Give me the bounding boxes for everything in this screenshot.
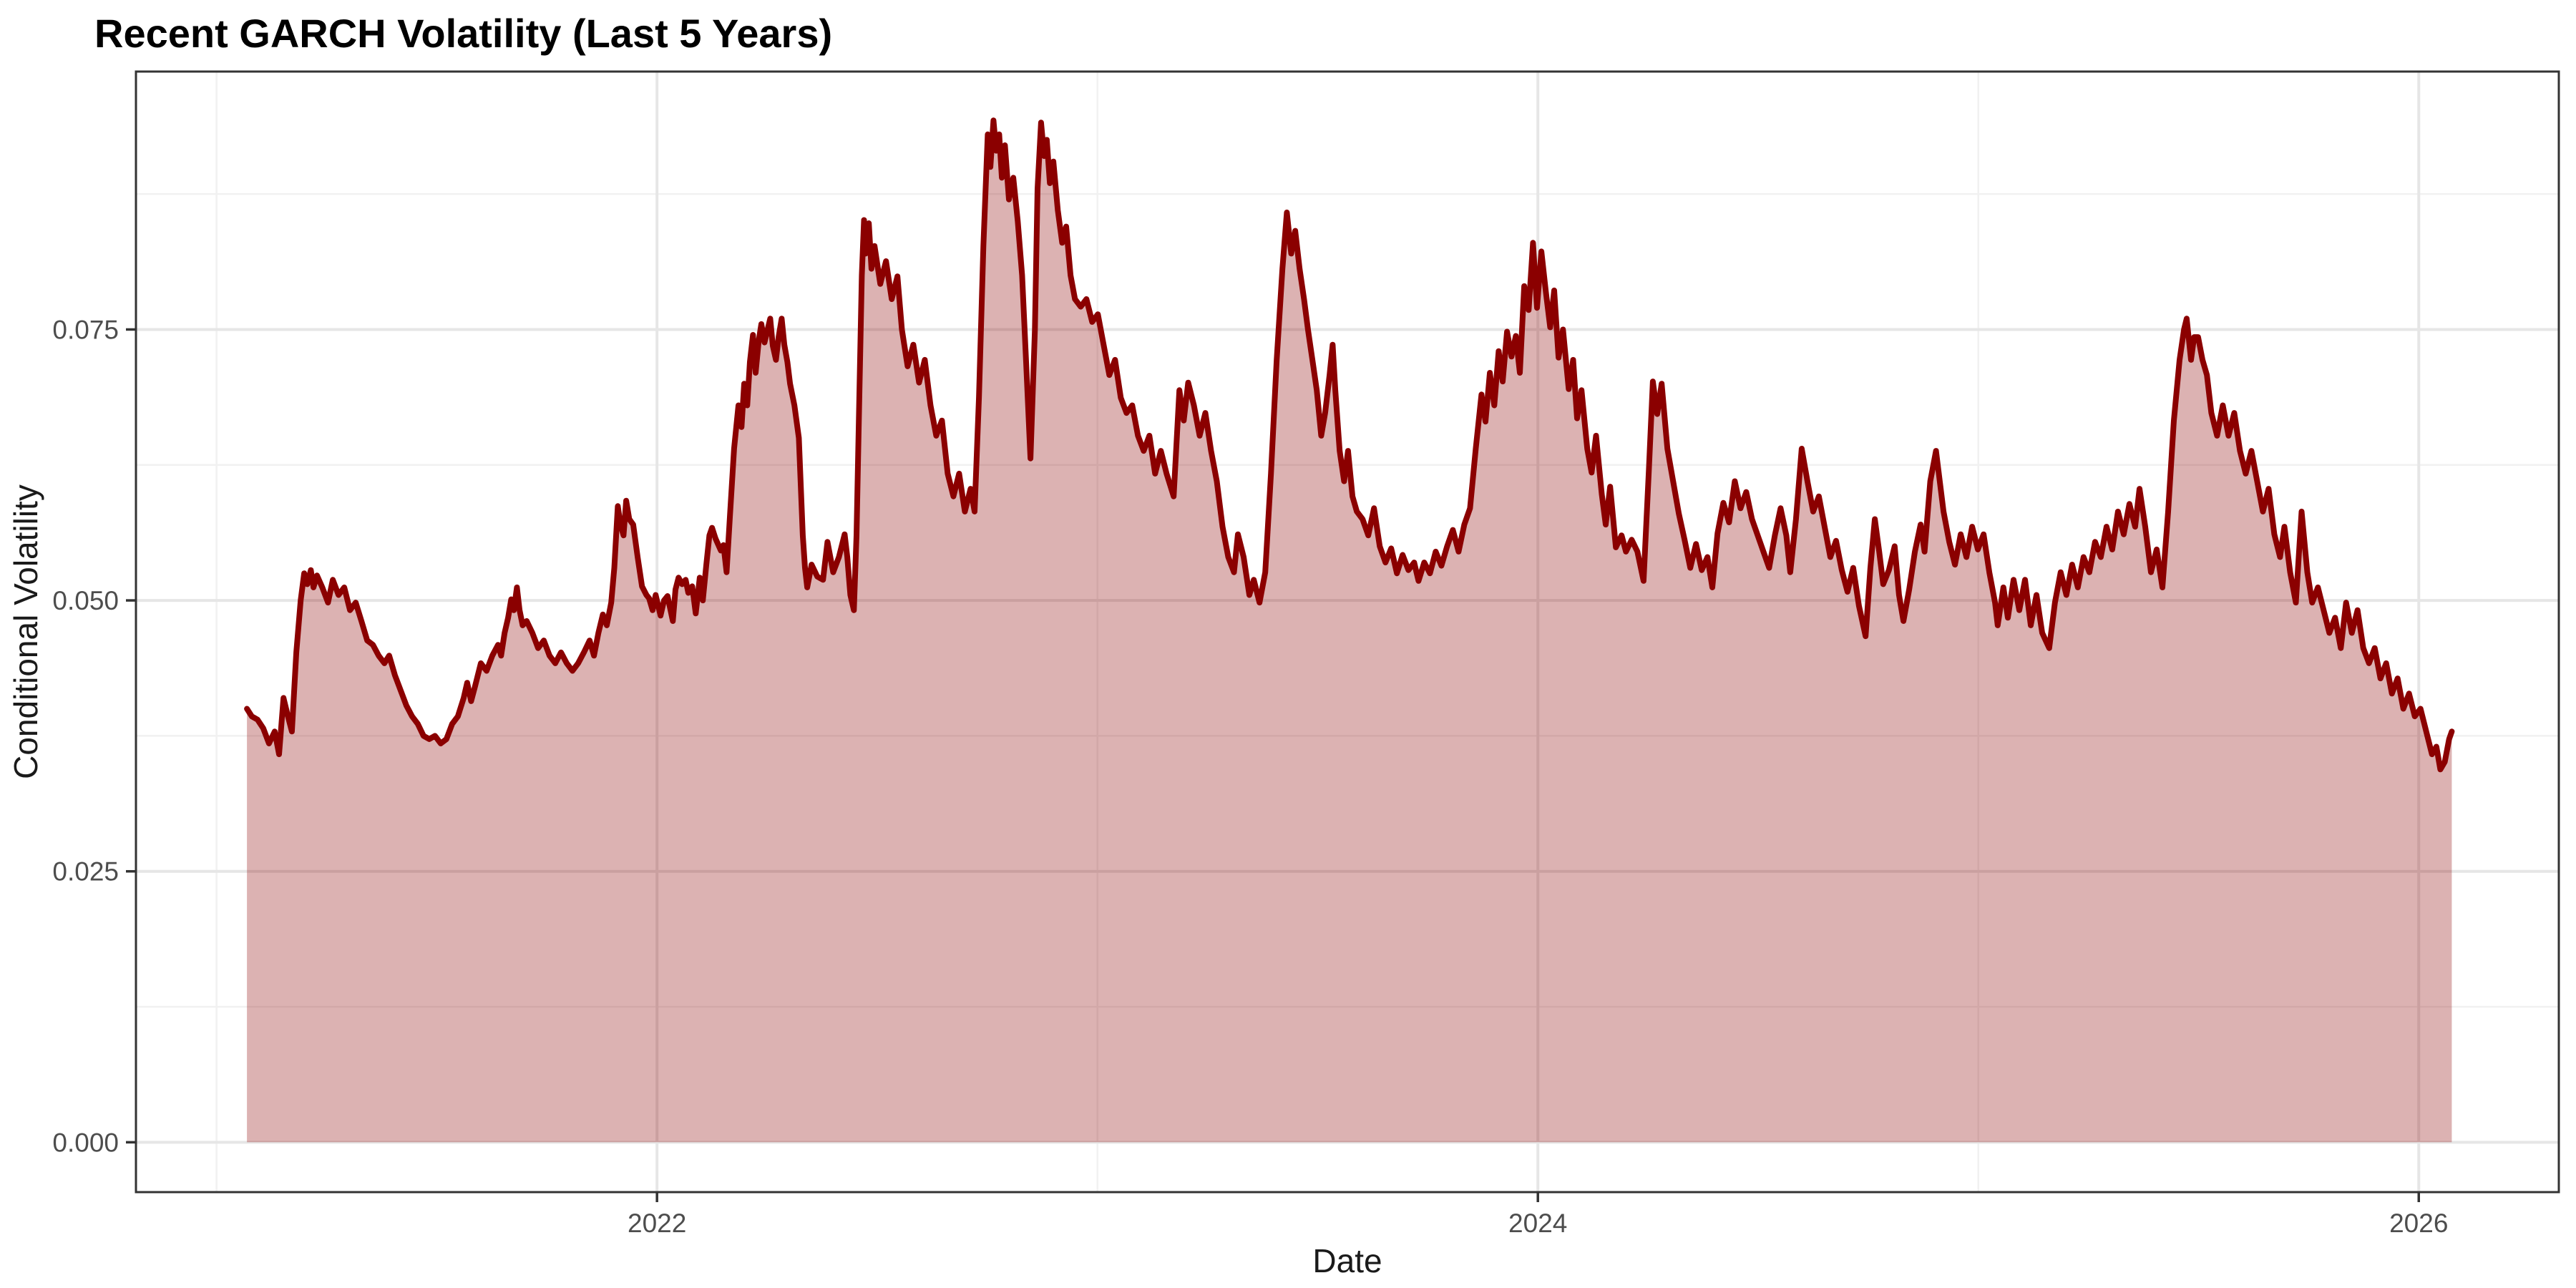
x-axis-title: Date xyxy=(1312,1242,1382,1279)
y-tick-label: 0.025 xyxy=(52,857,119,887)
gridlines-major xyxy=(136,72,2559,1192)
axis-ticks xyxy=(126,328,2421,1202)
y-tick-label: 0.075 xyxy=(52,315,119,344)
x-tick-label: 2026 xyxy=(2389,1209,2448,1238)
panel-border xyxy=(135,70,2560,1194)
volatility-line xyxy=(244,117,2455,773)
chart-title: Recent GARCH Volatility (Last 5 Years) xyxy=(94,11,832,56)
x-tick-label: 2022 xyxy=(628,1209,686,1238)
axis-tick-labels: 2022 2024 2026 0.000 0.025 0.050 0.075 xyxy=(52,315,2448,1238)
y-axis-title: Conditional Volatility xyxy=(7,484,44,779)
y-tick-label: 0.000 xyxy=(52,1128,119,1157)
volatility-area xyxy=(247,120,2452,1143)
gridlines-minor xyxy=(136,72,2559,1192)
plot-background xyxy=(136,72,2559,1192)
y-tick-label: 0.050 xyxy=(52,586,119,615)
x-tick-label: 2024 xyxy=(1508,1209,1567,1238)
